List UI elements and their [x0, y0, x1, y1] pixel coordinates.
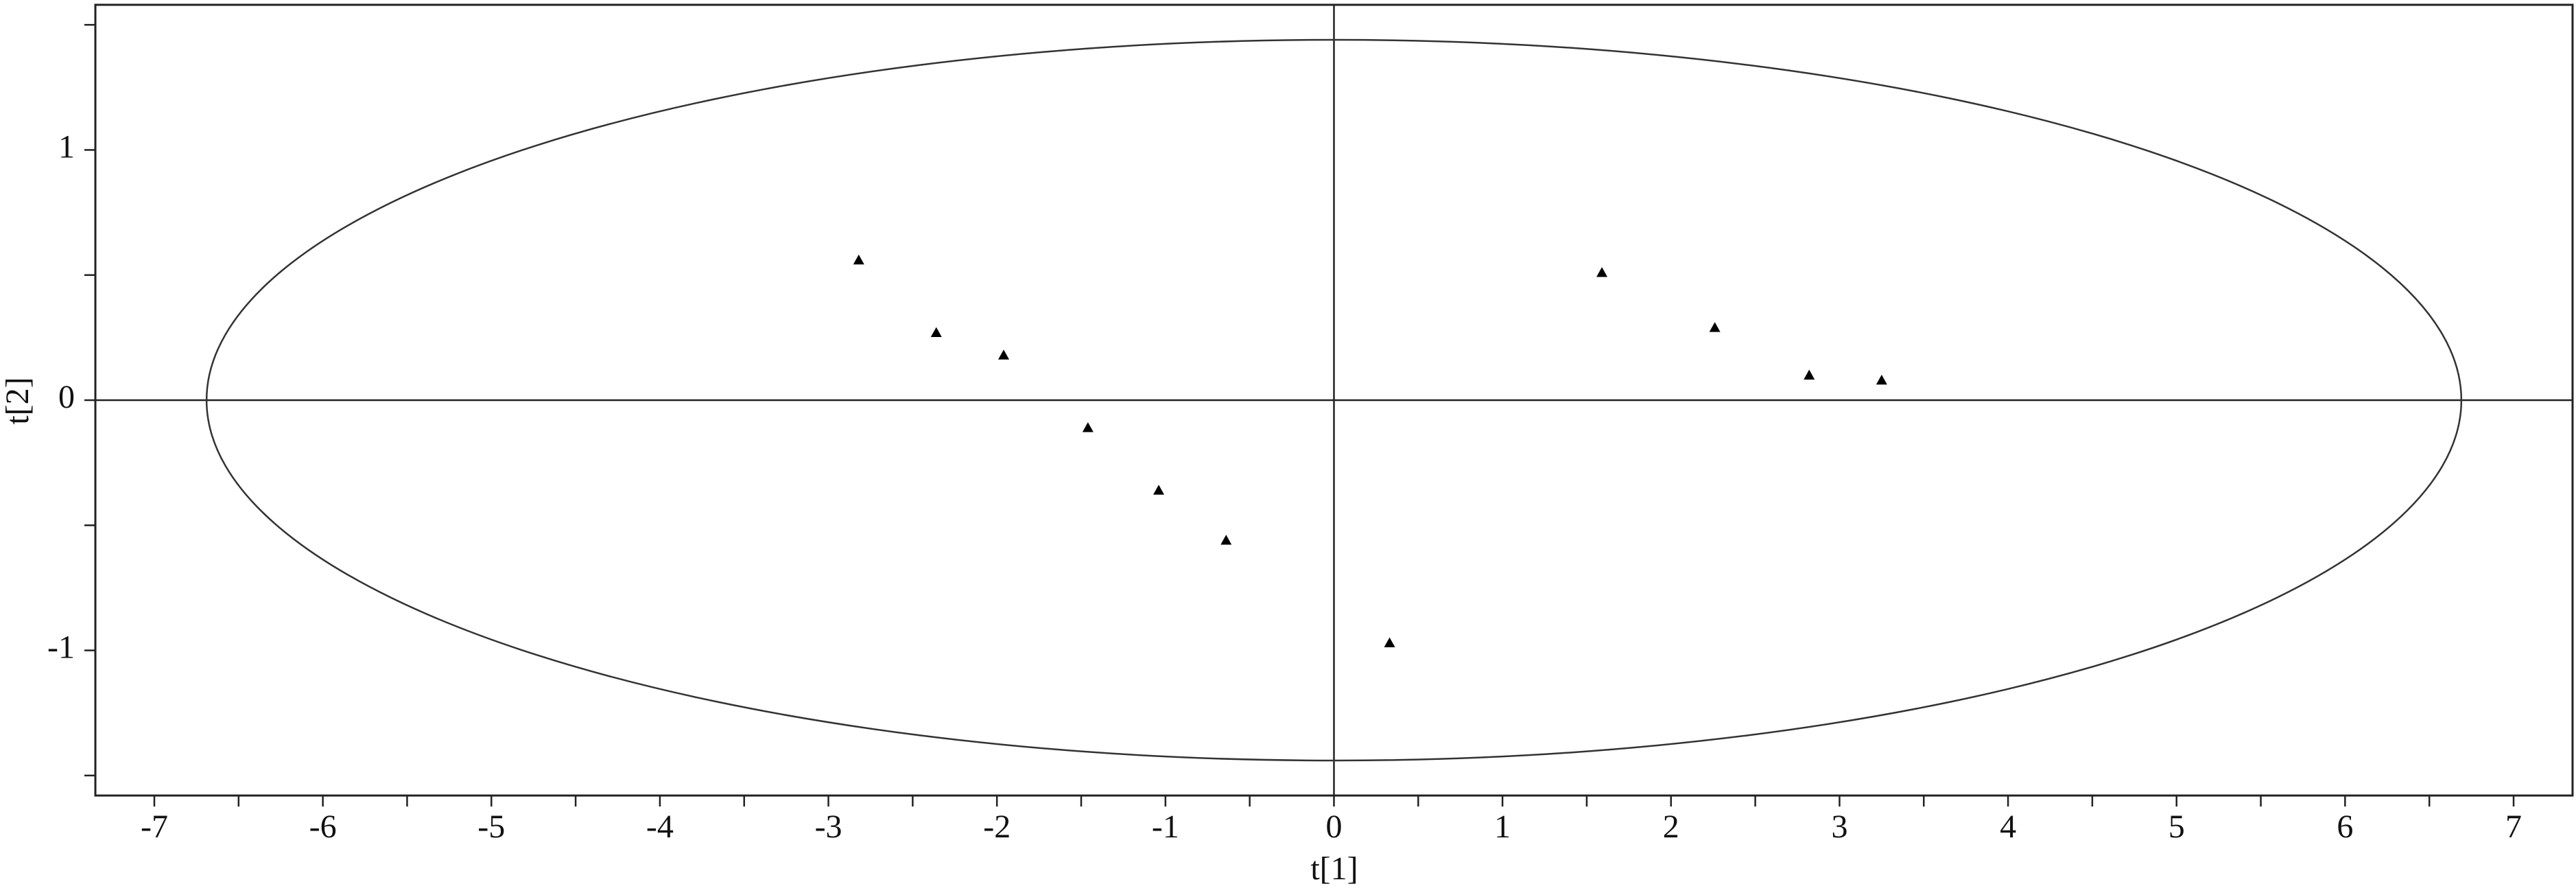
point — [1384, 637, 1395, 648]
y-tick-label: 0 — [58, 379, 75, 415]
x-tick-label: 3 — [1831, 809, 1847, 845]
point — [1596, 267, 1608, 277]
x-tick-label: 5 — [2169, 809, 2185, 845]
point — [1804, 369, 1815, 380]
point — [930, 327, 942, 337]
point — [1709, 322, 1721, 332]
x-tick-label: 7 — [2505, 809, 2522, 845]
point — [1220, 535, 1232, 545]
point — [1876, 374, 1887, 385]
x-tick-label: -7 — [141, 809, 168, 845]
y-tick-label: -1 — [47, 629, 75, 666]
confidence-ellipse — [205, 38, 2463, 762]
point — [1082, 422, 1094, 432]
x-tick-label: -3 — [815, 809, 842, 845]
x-tick-label: -5 — [477, 809, 505, 845]
point — [998, 349, 1010, 360]
y-axis-label: t[2] — [0, 377, 36, 424]
x-tick-label: 6 — [2337, 809, 2353, 845]
y-tick-label: 1 — [58, 128, 75, 165]
x-tick-label: -1 — [1152, 809, 1179, 845]
x-axis-label: t[1] — [1310, 850, 1358, 887]
x-tick-label: 0 — [1326, 809, 1343, 845]
point — [853, 254, 864, 265]
point — [1153, 485, 1165, 495]
x-tick-label: -6 — [309, 809, 337, 845]
x-tick-label: -2 — [983, 809, 1011, 845]
x-tick-label: 2 — [1663, 809, 1679, 845]
x-tick-label: 1 — [1494, 809, 1511, 845]
x-tick-label: -4 — [646, 809, 674, 845]
x-tick-label: 4 — [2000, 809, 2016, 845]
